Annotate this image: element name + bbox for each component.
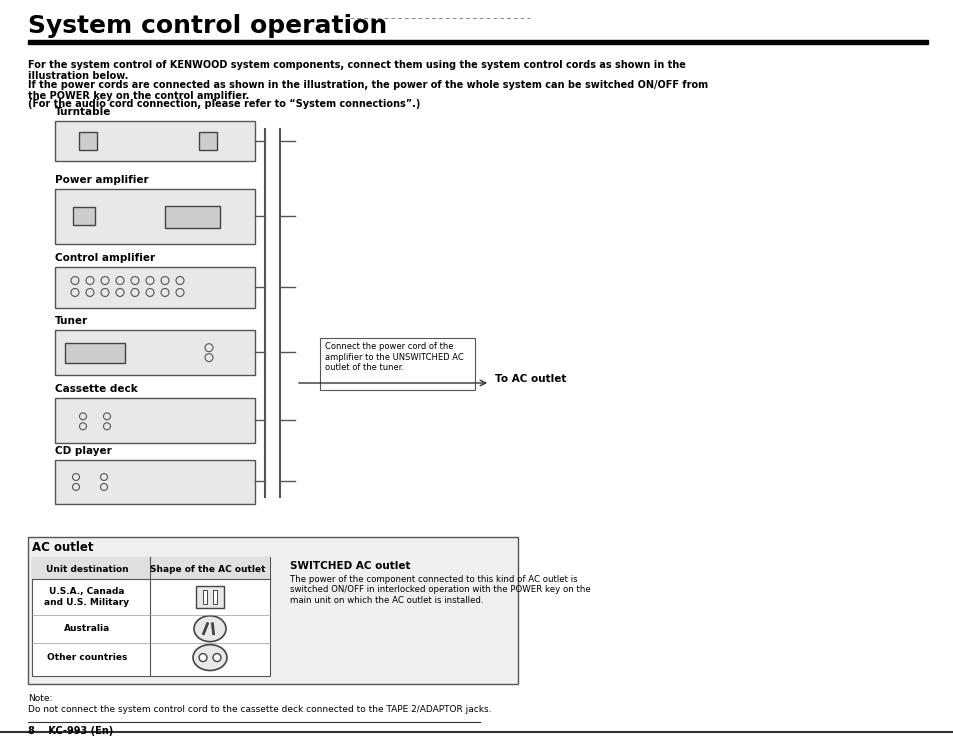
Bar <box>319 338 475 390</box>
Text: Cassette deck: Cassette deck <box>55 384 137 394</box>
Bar <box>73 207 95 225</box>
Text: Connect the power cord of the
amplifier to the UNSWITCHED AC
outlet of the tuner: Connect the power cord of the amplifier … <box>325 342 463 372</box>
Text: CD player: CD player <box>55 446 112 455</box>
Bar <box>55 398 254 443</box>
Text: System control operation: System control operation <box>28 14 387 38</box>
Text: Shape of the AC outlet: Shape of the AC outlet <box>150 565 266 574</box>
Text: Other countries: Other countries <box>47 653 127 662</box>
Ellipse shape <box>193 644 227 671</box>
Text: Note:
Do not connect the system control cord to the cassette deck connected to t: Note: Do not connect the system control … <box>28 694 491 714</box>
Bar <box>55 189 254 244</box>
Circle shape <box>199 654 207 661</box>
Bar <box>55 266 254 308</box>
Bar <box>65 342 125 362</box>
Text: For the system control of KENWOOD system components, connect them using the syst: For the system control of KENWOOD system… <box>28 60 685 81</box>
Text: (For the audio cord connection, please refer to “System connections”.): (For the audio cord connection, please r… <box>28 100 420 109</box>
Bar <box>28 537 517 684</box>
Text: Unit destination: Unit destination <box>46 565 128 574</box>
Ellipse shape <box>193 615 226 641</box>
Text: Control amplifier: Control amplifier <box>55 252 155 263</box>
Bar <box>199 132 216 151</box>
Text: U.S.A., Canada
and U.S. Military: U.S.A., Canada and U.S. Military <box>45 587 130 607</box>
Bar <box>79 132 97 151</box>
Bar <box>213 590 216 604</box>
Text: SWITCHED AC outlet: SWITCHED AC outlet <box>290 561 410 571</box>
Bar <box>32 557 270 677</box>
Text: The power of the component connected to this kind of AC outlet is
switched ON/OF: The power of the component connected to … <box>290 575 590 605</box>
Bar <box>165 207 220 228</box>
Circle shape <box>213 654 221 661</box>
Bar <box>55 121 254 161</box>
Text: Turntable: Turntable <box>55 108 112 117</box>
Bar <box>195 586 224 608</box>
Text: Tuner: Tuner <box>55 317 88 326</box>
Text: Power amplifier: Power amplifier <box>55 175 149 185</box>
Text: Australia: Australia <box>64 624 110 633</box>
Bar <box>203 590 207 604</box>
Text: AC outlet: AC outlet <box>32 541 93 554</box>
Text: If the power cords are connected as shown in the illustration, the power of the : If the power cords are connected as show… <box>28 80 707 101</box>
Bar <box>55 331 254 375</box>
Bar <box>28 40 927 44</box>
Bar <box>32 557 270 579</box>
Bar <box>55 460 254 504</box>
Text: To AC outlet: To AC outlet <box>495 374 566 384</box>
Text: 8    KC-993 (En): 8 KC-993 (En) <box>28 726 113 737</box>
